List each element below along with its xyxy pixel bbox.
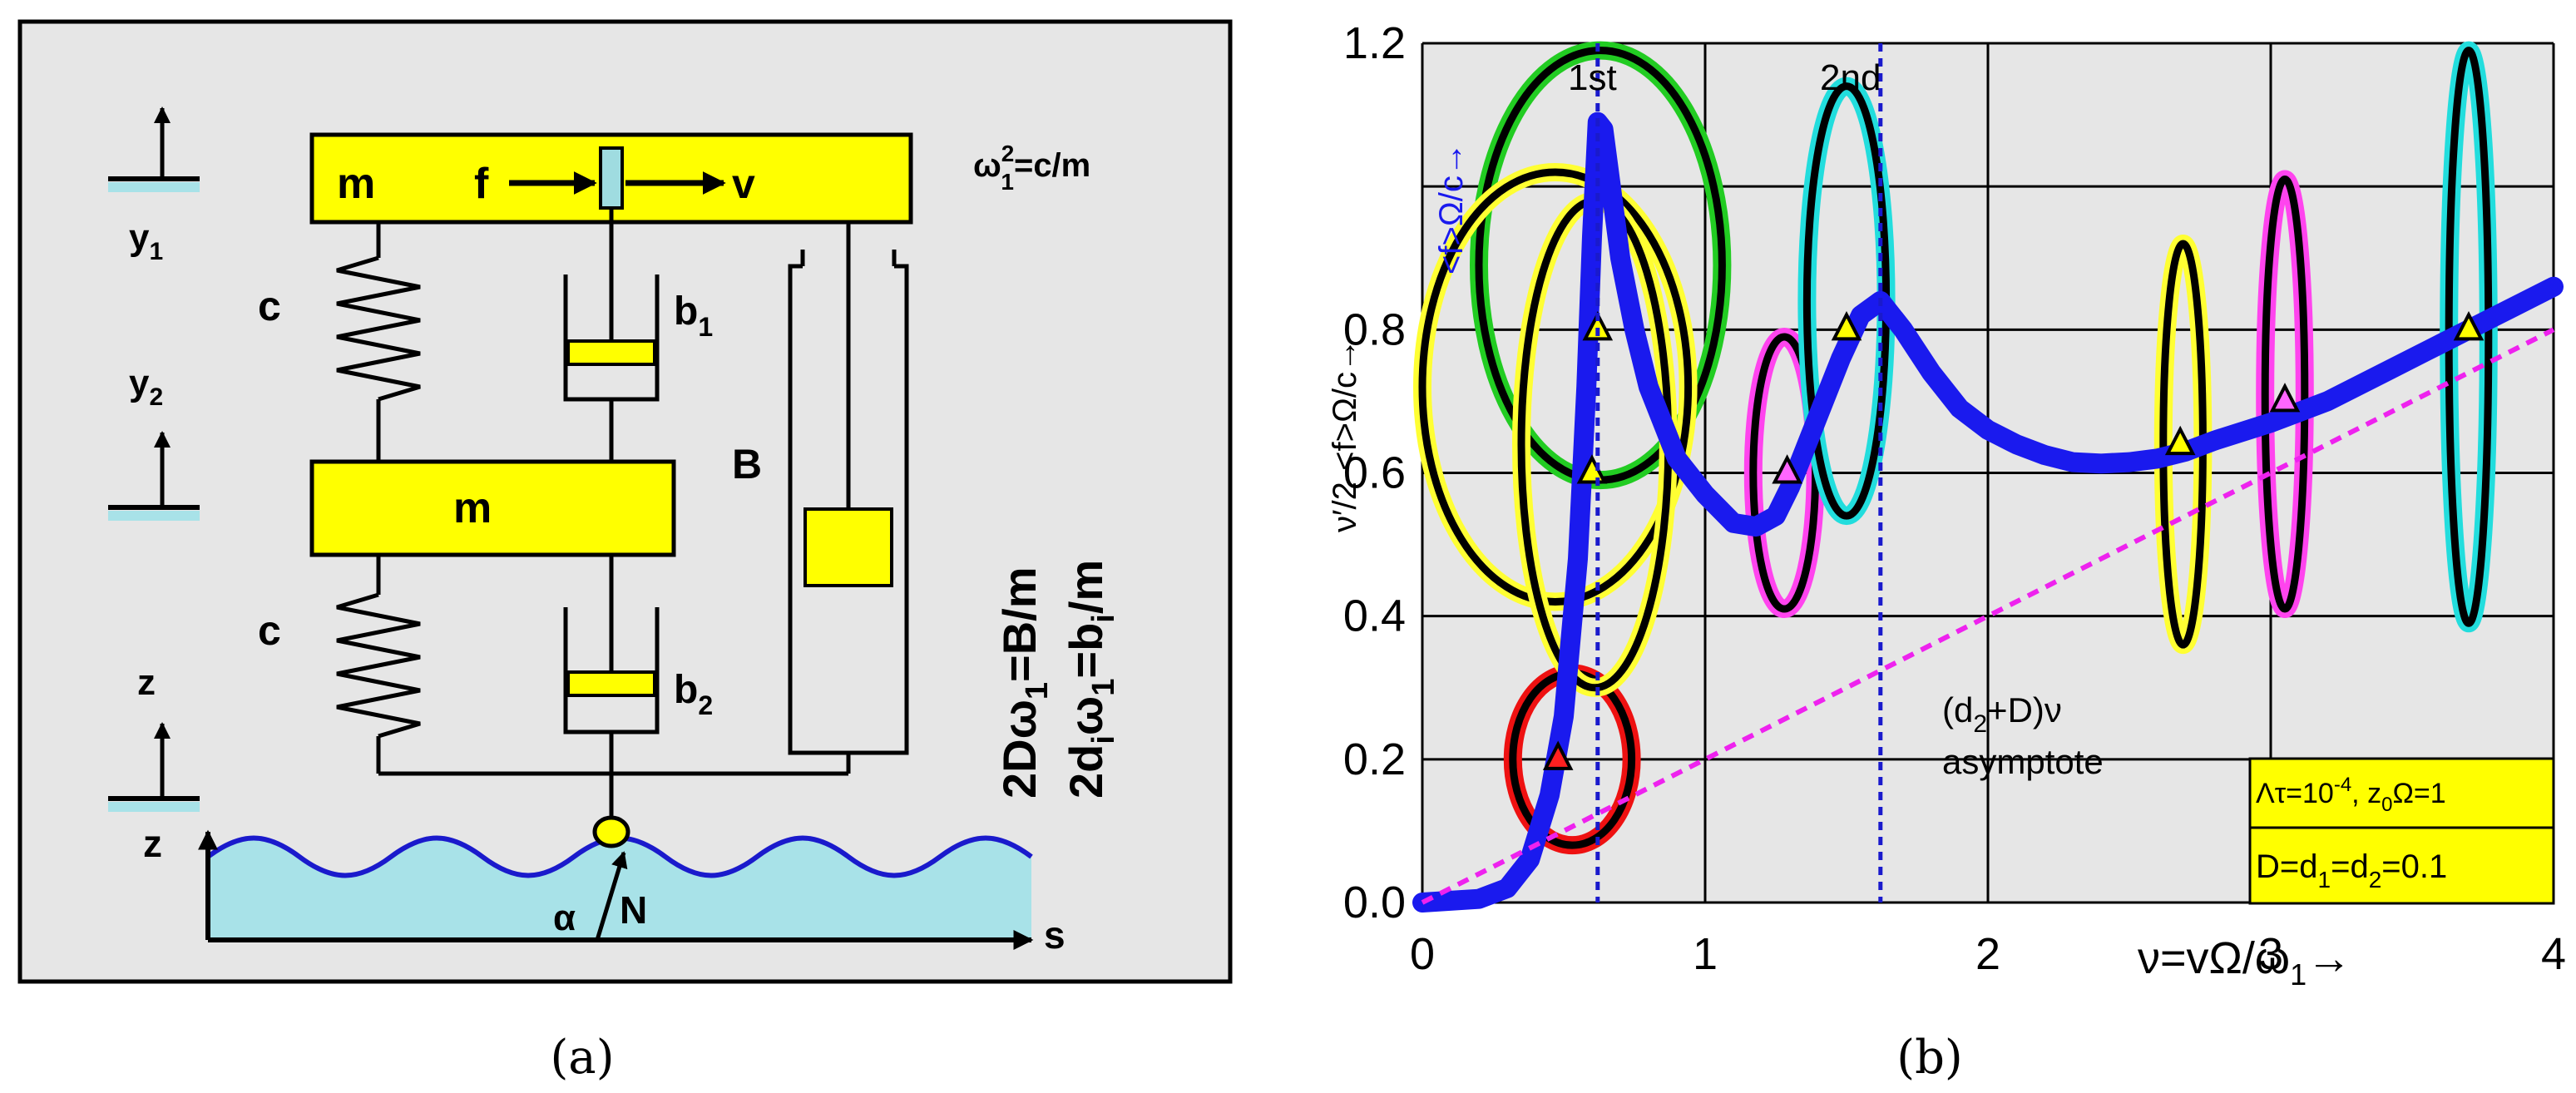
y-tick-label: 0.0 [1343, 878, 1406, 927]
damper-b1-label: b1 [674, 289, 713, 342]
triangle-marker [2269, 383, 2301, 413]
ellipse-core [2261, 176, 2309, 613]
x-axis-label: ν=vΩ/ω1→ [2138, 933, 2351, 992]
caption-b: (b) [1896, 1031, 1963, 1085]
normal-arrow [595, 851, 628, 941]
equation-D: 2Dω1=B/m [993, 566, 1055, 799]
damper-b1 [563, 208, 660, 466]
caption-a: (a) [550, 1031, 614, 1085]
asymptote-label-2: asymptote [1942, 742, 2104, 781]
velocity-label: v [732, 161, 755, 207]
ground-z-label: z [143, 822, 162, 865]
label-2nd: 2nd [1820, 57, 1881, 98]
y-tick-label: 0.4 [1343, 591, 1406, 641]
damper-b2-piston [566, 670, 656, 697]
triangle-marker [2164, 425, 2196, 456]
triangle-marker [2453, 310, 2485, 341]
equation-d: 2diω1=bi/m [1060, 560, 1121, 799]
spring-top [336, 222, 421, 466]
damper-b1-piston [566, 339, 656, 366]
spring-bottom-label: c [258, 607, 281, 654]
water-fill [208, 838, 1031, 940]
y-tick-label: 0.2 [1343, 734, 1406, 784]
damper-big-label: B [732, 441, 762, 487]
x-tick-label: 0 [1410, 929, 1435, 979]
x-tick-label: 1 [1693, 929, 1718, 979]
x-tick-label: 3 [2258, 929, 2283, 979]
coord-y2-marker: y2 [108, 363, 200, 521]
panel-b: 0 1 2 3 4 0.0 0.2 0.4 0.6 0.8 1.2 1st 2nd ν′/2-<f>… [1327, 18, 2566, 992]
coord-y1-label: y1 [129, 217, 163, 265]
spring-top-label: c [258, 283, 281, 329]
parameter-box: Λτ=10-4, z0Ω=1 D=d1=d2=0.1 [2248, 757, 2555, 905]
slider-block [599, 146, 624, 210]
tick-group: 0 1 2 3 4 0.0 0.2 0.4 0.6 0.8 1.2 [1343, 18, 2566, 979]
marker-group [1542, 310, 2485, 770]
mass-mid-label: m [453, 484, 492, 532]
triangle-marker [1582, 310, 1614, 341]
spring-bottom [336, 555, 421, 774]
freq-label: ω2 1=c/m [973, 141, 1090, 195]
x-tick-label: 2 [1975, 929, 2000, 979]
y-axis-label-blue: <f>Ω/c→ [1433, 142, 1470, 274]
coord-y2-label: y2 [129, 363, 163, 411]
asymptote-label-1: (d2+D)ν [1942, 690, 2062, 738]
mass-top-label: m [337, 160, 375, 208]
damper-b2-label: b2 [674, 668, 713, 720]
force-label: f [474, 160, 489, 208]
alpha-label: α [553, 898, 576, 938]
coord-z-label: z [137, 662, 156, 703]
coord-y1-marker: y1 [108, 106, 200, 265]
y-tick-label: 0.6 [1343, 448, 1406, 498]
ground-s-label: s [1044, 913, 1066, 957]
ellipse-core [1418, 168, 1693, 606]
contact-wheel [592, 815, 630, 848]
y-axis-label: ν′/2-<f>Ω/c→ [1327, 339, 1363, 532]
parameter-line-2: D=d1=d2=0.1 [2256, 848, 2447, 893]
triangle-marker [1831, 310, 1862, 341]
x-tick-label: 4 [2541, 929, 2566, 979]
coord-z-marker: z [108, 662, 200, 812]
damper-big [788, 222, 909, 774]
damper-big-piston [803, 507, 893, 587]
mass-mid [309, 459, 676, 557]
triangle-marker [1772, 454, 1802, 484]
label-1st: 1st [1568, 57, 1617, 98]
y-tick-label: 0.8 [1343, 304, 1406, 354]
panel-a: y1 y2 z m f v ω2 1=c/m c [17, 19, 1233, 984]
normal-label: N [620, 888, 647, 932]
parameter-line-1: Λτ=10-4, z0Ω=1 [2256, 774, 2446, 816]
y-tick-label: 1.2 [1343, 18, 1406, 68]
triangle-marker [1542, 740, 1574, 770]
